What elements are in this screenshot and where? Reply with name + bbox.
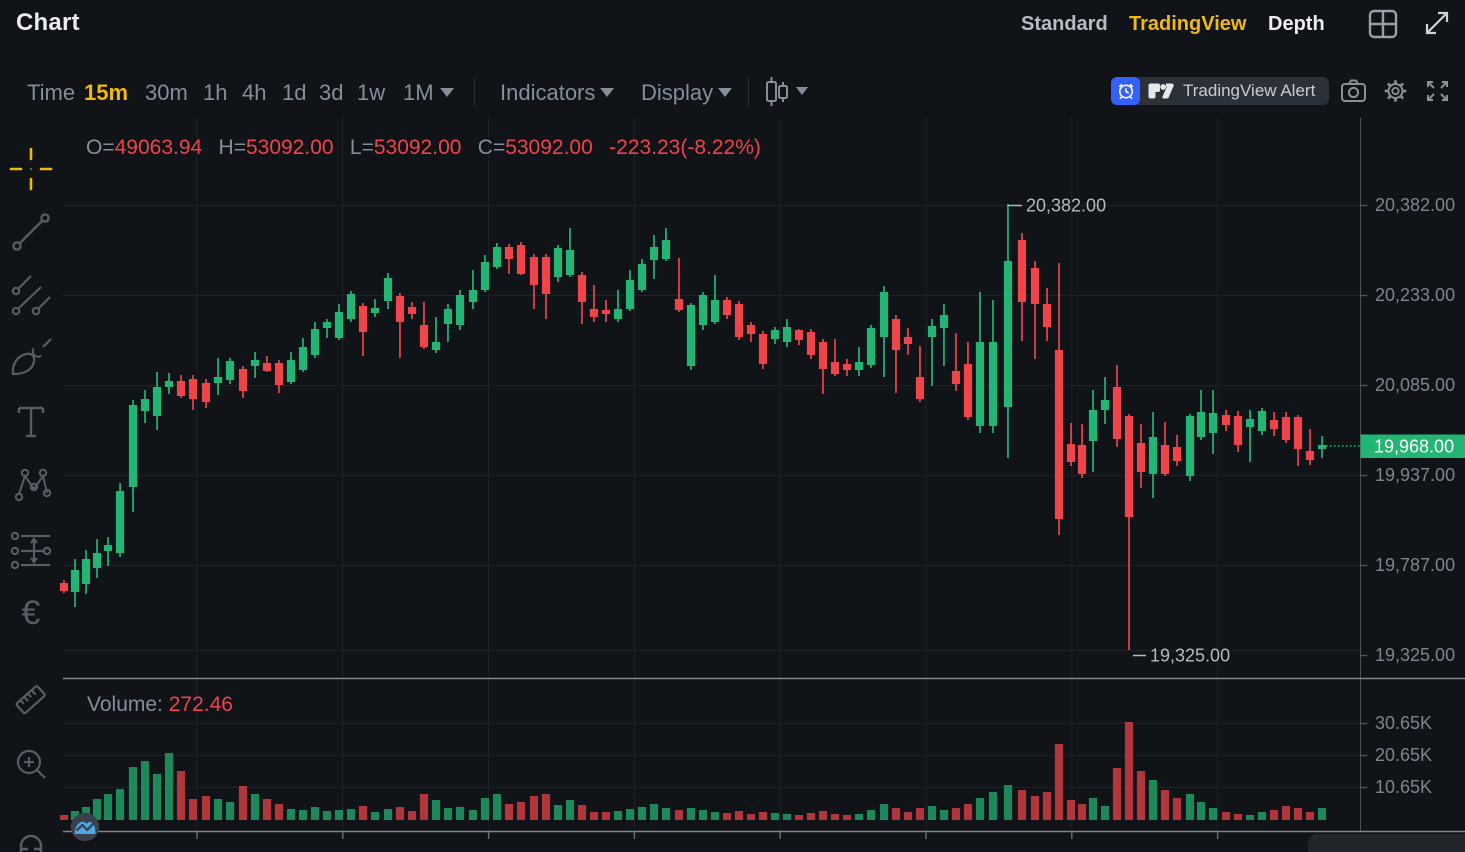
svg-text:20,382.00: 20,382.00: [1375, 195, 1455, 215]
svg-text:€: €: [22, 594, 41, 632]
svg-text:19,968.00: 19,968.00: [1374, 437, 1454, 457]
svg-text:20.65K: 20.65K: [1375, 745, 1432, 765]
svg-text:20,382.00: 20,382.00: [1026, 196, 1106, 216]
svg-text:19,325.00: 19,325.00: [1375, 645, 1455, 665]
svg-text:10.65K: 10.65K: [1375, 777, 1432, 797]
svg-text:19,937.00: 19,937.00: [1375, 465, 1455, 485]
svg-text:Volume: 272.46: Volume: 272.46: [87, 693, 233, 716]
svg-text:20,233.00: 20,233.00: [1375, 285, 1455, 305]
svg-text:30.65K: 30.65K: [1375, 713, 1432, 733]
svg-text:O=49063.94 H=53092.00 L=5309: O=49063.94 H=53092.00 L=53092.00 C=53092…: [86, 136, 761, 159]
svg-text:19,787.00: 19,787.00: [1375, 555, 1455, 575]
svg-text:20,085.00: 20,085.00: [1375, 375, 1455, 395]
svg-text:19,325.00: 19,325.00: [1150, 646, 1230, 666]
